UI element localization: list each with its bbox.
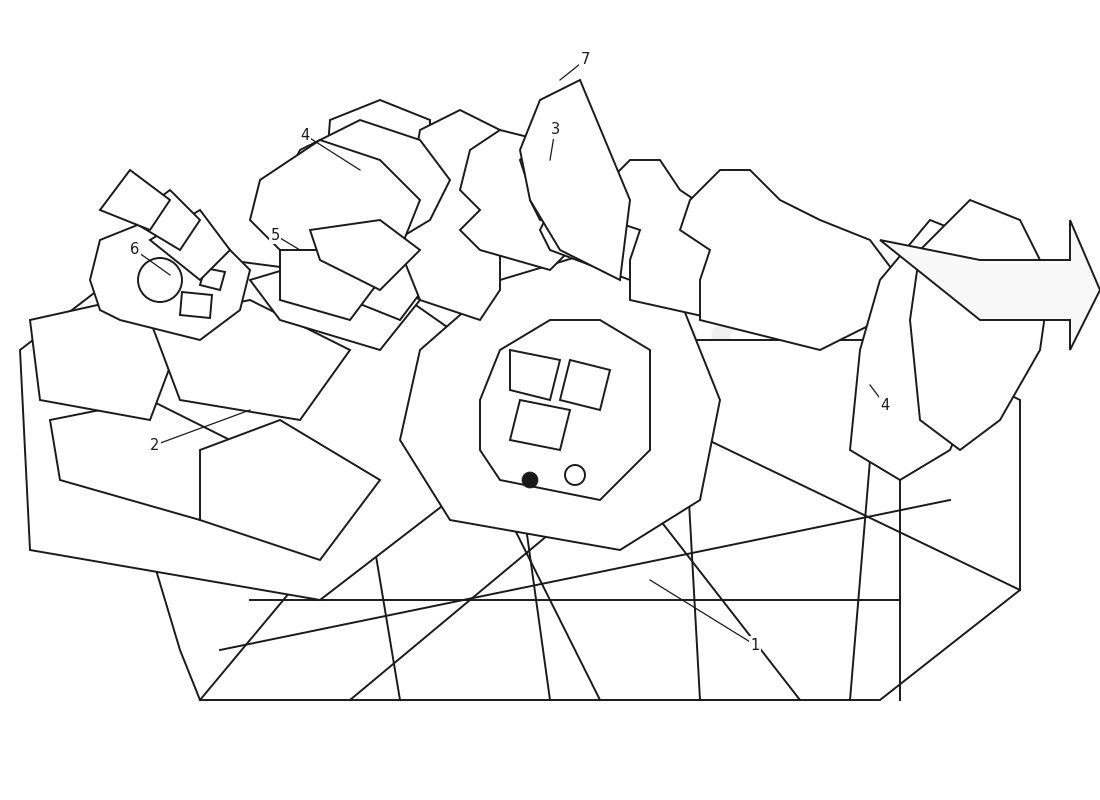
Polygon shape	[520, 80, 630, 280]
Text: 1: 1	[750, 638, 760, 653]
Polygon shape	[250, 140, 420, 280]
Polygon shape	[30, 300, 180, 420]
Polygon shape	[20, 250, 480, 600]
Text: 5: 5	[271, 227, 279, 242]
Polygon shape	[180, 292, 212, 318]
Polygon shape	[150, 300, 350, 420]
Polygon shape	[560, 360, 610, 410]
Text: 3: 3	[550, 122, 560, 138]
Polygon shape	[130, 190, 200, 250]
Polygon shape	[310, 220, 420, 290]
Polygon shape	[400, 110, 500, 320]
Text: eces: eces	[464, 291, 776, 409]
Polygon shape	[850, 220, 1000, 480]
Text: 2: 2	[151, 438, 160, 453]
Text: a passion for parts since 1985: a passion for parts since 1985	[469, 441, 730, 459]
Polygon shape	[100, 170, 170, 230]
Polygon shape	[280, 250, 380, 320]
Polygon shape	[200, 268, 225, 290]
Polygon shape	[150, 210, 230, 280]
Polygon shape	[880, 220, 1100, 350]
Polygon shape	[680, 170, 900, 350]
Text: 6: 6	[131, 242, 140, 258]
Circle shape	[522, 472, 538, 488]
Polygon shape	[910, 200, 1050, 450]
Polygon shape	[520, 130, 680, 280]
Polygon shape	[480, 320, 650, 500]
Polygon shape	[250, 250, 420, 350]
Text: 4: 4	[880, 398, 890, 413]
Polygon shape	[200, 420, 380, 560]
Polygon shape	[510, 400, 570, 450]
Polygon shape	[320, 100, 430, 320]
Polygon shape	[280, 120, 450, 250]
Polygon shape	[400, 250, 720, 550]
Polygon shape	[50, 400, 250, 520]
Polygon shape	[460, 130, 580, 270]
Polygon shape	[150, 340, 1020, 700]
Polygon shape	[600, 160, 780, 320]
Polygon shape	[510, 350, 560, 400]
Polygon shape	[90, 220, 250, 340]
Text: 4: 4	[300, 127, 309, 142]
Text: 7: 7	[581, 53, 590, 67]
